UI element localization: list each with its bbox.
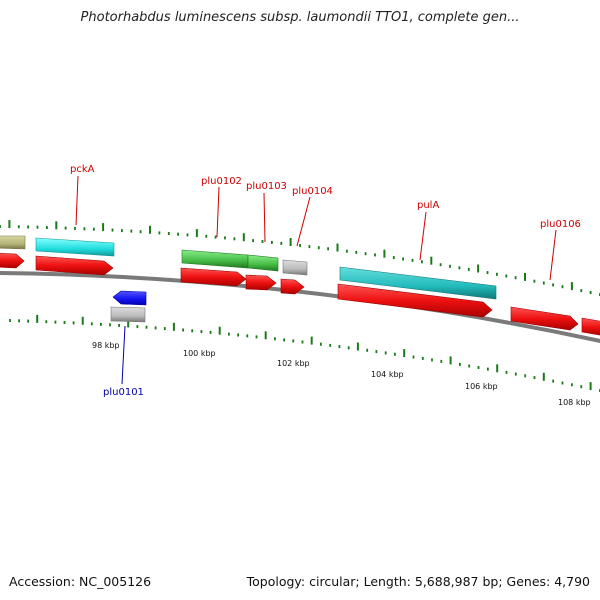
- scale-label-102kbp: 102 kbp: [277, 359, 310, 368]
- scale-label-108kbp: 108 kbp: [558, 398, 591, 407]
- feature-pulA-teal: [339, 266, 497, 300]
- leader-pckA: [75, 175, 79, 226]
- gene-arrow: [35, 255, 114, 276]
- gene-arrow: [337, 283, 493, 318]
- gene-arrow: [280, 278, 305, 295]
- gene-label-pulA: pulA: [417, 200, 439, 211]
- scale-label-106kbp: 106 kbp: [465, 382, 498, 391]
- gene-label-plu0101: plu0101: [103, 387, 144, 398]
- forward-gene-arrows: [0, 252, 600, 336]
- leader-plu0103: [263, 192, 266, 243]
- gene-arrow: [510, 306, 579, 331]
- feature-plu0101-gray: [110, 306, 146, 323]
- feature-olive: [0, 235, 26, 250]
- feature-plu0103-green: [247, 254, 279, 272]
- leader-plu0104: [296, 196, 311, 247]
- gene-label-pckA: pckA: [70, 164, 95, 175]
- scale-labels: 98 kbp 100 kbp 102 kbp 104 kbp 106 kbp 1…: [92, 341, 591, 407]
- genome-summary-text: Topology: circular; Length: 5,688,987 bp…: [246, 574, 590, 589]
- leader-pulA: [419, 211, 427, 261]
- scale-label-100kbp: 100 kbp: [183, 349, 216, 358]
- leader-plu0106: [549, 229, 557, 281]
- genome-backbone: [0, 271, 600, 343]
- gene-arrow: [180, 267, 247, 287]
- map-title: Photorhabdus luminescens subsp. laumondi…: [80, 10, 520, 25]
- feature-plu0104-gray: [282, 259, 308, 276]
- inner-tick-track: [9, 314, 600, 392]
- feature-pckA-cyan: [35, 237, 115, 257]
- leader-plu0101: [121, 325, 126, 385]
- gene-arrow: [581, 317, 600, 336]
- accession-text: Accession: NC_005126: [9, 574, 152, 589]
- feature-plu0101-blue: [112, 290, 147, 306]
- scale-label-98kbp: 98 kbp: [92, 341, 120, 350]
- gene-labels: pckA plu0102 plu0103 plu0104 pulA plu010…: [70, 164, 581, 398]
- outer-tick-track: [0, 220, 600, 296]
- gene-label-plu0103: plu0103: [246, 181, 287, 192]
- scale-label-104kbp: 104 kbp: [371, 370, 404, 379]
- gene-label-plu0104: plu0104: [292, 186, 333, 197]
- label-leaders: [75, 175, 557, 281]
- gene-arrow: [245, 274, 277, 291]
- leader-plu0102: [216, 186, 220, 238]
- feature-plu0102-green: [181, 249, 249, 269]
- gene-label-plu0106: plu0106: [540, 219, 581, 230]
- gene-arrow: [0, 252, 25, 269]
- gene-label-plu0102: plu0102: [201, 176, 242, 187]
